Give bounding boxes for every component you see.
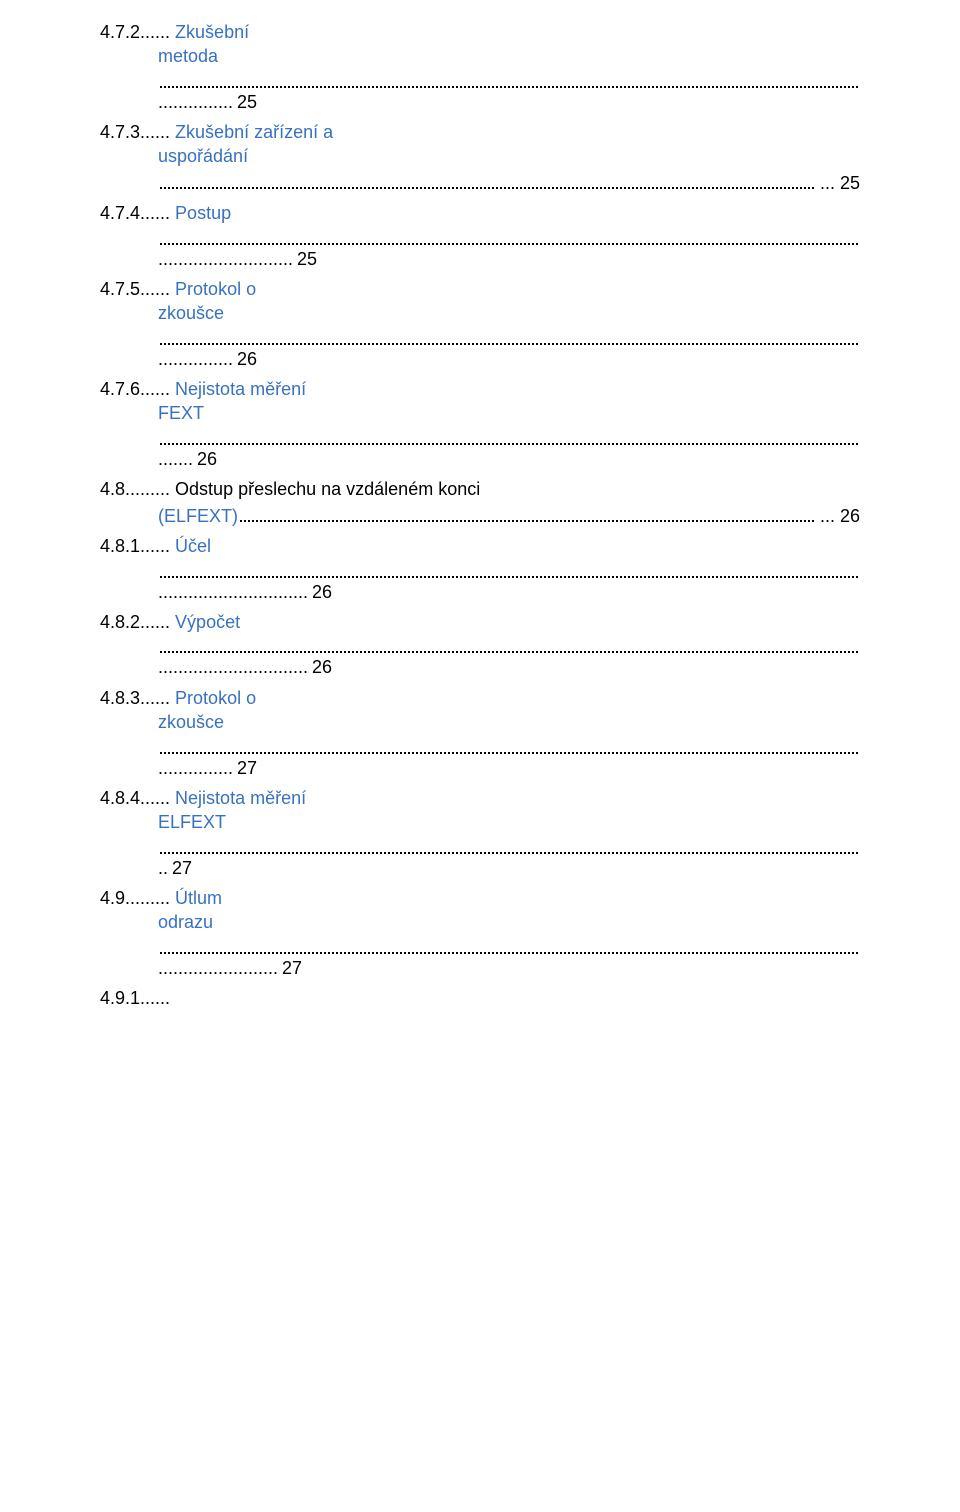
toc-entry: 4.9......... Útlumodrazu................… (100, 886, 860, 980)
toc-title-link[interactable]: Postup (175, 203, 231, 223)
toc-title-link[interactable]: FEXT (100, 401, 860, 425)
toc-title-link[interactable]: Účel (175, 536, 211, 556)
toc-entry: 4.8.3...... Protokol ozkoušce...........… (100, 686, 860, 780)
toc-number-title: 4.8.4...... Nejistota měření (100, 786, 860, 810)
toc-title-link[interactable]: ELFEXT (100, 810, 860, 834)
toc-number-title: 4.8.1...... Účel (100, 534, 860, 558)
toc-title-link[interactable]: Nejistota měření (175, 379, 306, 399)
toc-entry: 4.7.2...... Zkušebnímetoda..............… (100, 20, 860, 114)
toc-entry: 4.8.4...... Nejistota měřeníELFEXT.. 27 (100, 786, 860, 880)
toc-title-link[interactable]: (ELFEXT) (158, 504, 238, 528)
toc-number: 4.9.1...... (100, 986, 860, 1010)
toc-title-link[interactable]: uspořádání (100, 144, 860, 168)
toc-page: ... 26 (816, 504, 860, 528)
toc-title-link[interactable]: odrazu (100, 910, 860, 934)
toc-number-title: 4.8.2...... Výpočet (100, 610, 860, 634)
toc-number-title: 4.8......... Odstup přeslechu na vzdálen… (100, 477, 860, 501)
toc-page: 26 (308, 580, 332, 604)
toc-title-link[interactable]: Zkušební zařízení a (175, 122, 333, 142)
toc-number-title: 4.7.5...... Protokol o (100, 277, 860, 301)
toc-number-title: 4.7.3...... Zkušební zařízení a (100, 120, 860, 144)
toc-title-link[interactable]: Nejistota měření (175, 788, 306, 808)
toc-number-title: 4.7.2...... Zkušební (100, 20, 860, 44)
toc-page: 25 (293, 247, 317, 271)
toc-entry: 4.7.5...... Protokol ozkoušce...........… (100, 277, 860, 371)
toc-title-link[interactable]: Protokol o (175, 279, 256, 299)
toc-page: 26 (233, 347, 257, 371)
toc-entry: 4.8.1...... Účel........................… (100, 534, 860, 604)
toc-title-link[interactable]: metoda (100, 44, 860, 68)
toc-title-link[interactable]: Zkušební (175, 22, 249, 42)
toc-title-link[interactable]: zkoušce (100, 710, 860, 734)
toc-entry: 4.8......... Odstup přeslechu na vzdálen… (100, 477, 860, 528)
toc-entry: 4.8.2...... Výpočet.....................… (100, 610, 860, 680)
toc-page: 26 (193, 447, 217, 471)
toc-title-link[interactable]: Útlum (175, 888, 222, 908)
toc-page: ... 25 (816, 171, 860, 195)
toc-page: 27 (278, 956, 302, 980)
toc-title-link[interactable]: Výpočet (175, 612, 240, 632)
toc-entry: 4.7.3...... Zkušební zařízení auspořádán… (100, 120, 860, 195)
toc-entry: 4.7.6...... Nejistota měřeníFEXT....... … (100, 377, 860, 471)
toc-title-link[interactable]: zkoušce (100, 301, 860, 325)
toc-number-title: 4.8.3...... Protokol o (100, 686, 860, 710)
toc-number-title: 4.9......... Útlum (100, 886, 860, 910)
toc-page: 25 (233, 90, 257, 114)
toc-page: 27 (233, 756, 257, 780)
toc-page: 26 (308, 655, 332, 679)
toc-title-link[interactable]: Protokol o (175, 688, 256, 708)
toc-number-title: 4.7.6...... Nejistota měření (100, 377, 860, 401)
toc-entry: 4.9.1...... (100, 986, 860, 1010)
toc-page: 27 (168, 856, 192, 880)
toc-number-title: 4.7.4...... Postup (100, 201, 860, 225)
toc-entry: 4.7.4...... Postup......................… (100, 201, 860, 271)
